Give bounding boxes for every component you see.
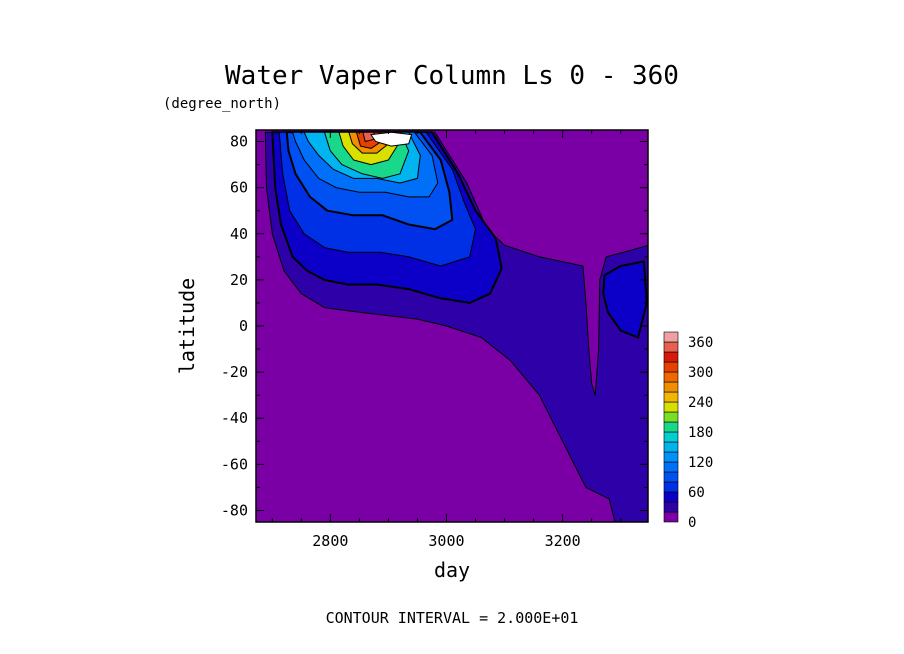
x-tick-label: 2800: [312, 532, 348, 550]
colorbar-swatch: [663, 381, 679, 393]
colorbar-swatch: [663, 421, 679, 433]
colorbar-swatch: [663, 351, 679, 363]
y-tick-label: -40: [221, 409, 248, 427]
y-tick-label: -80: [221, 501, 248, 519]
plot-area: [256, 130, 648, 522]
y-tick-label: 0: [239, 317, 248, 335]
colorbar-swatch: [663, 511, 679, 523]
colorbar-label: 240: [688, 395, 713, 411]
y-axis-label: latitude: [175, 278, 199, 374]
y-axis: 80 60 40 20 0 -20 -40 -60 -80: [221, 133, 648, 519]
x-tick-label: 3200: [545, 532, 581, 550]
y-tick-label: 80: [230, 133, 248, 151]
y-tick-label: 40: [230, 225, 248, 243]
colorbar-swatch: [663, 391, 679, 403]
colorbar-label: 360: [688, 335, 713, 351]
colorbar-swatch: [663, 411, 679, 423]
missing-data-patch-0: [370, 131, 413, 147]
colorbar-swatch: [663, 451, 679, 463]
colorbar-swatch: [663, 371, 679, 383]
chart-title: Water Vaper Column Ls 0 - 360: [225, 61, 679, 91]
colorbar: 0 60 120 180 240 300 360: [663, 331, 713, 531]
y-tick-label: 20: [230, 271, 248, 289]
y-tick-label: -60: [221, 455, 248, 473]
colorbar-label: 300: [688, 365, 713, 381]
x-tick-label: 3000: [428, 532, 464, 550]
colorbar-swatch: [663, 341, 679, 353]
x-axis: 2800 3000 3200: [271, 130, 622, 550]
x-axis-label: day: [434, 558, 470, 582]
colorbar-label: 120: [688, 455, 713, 471]
colorbar-swatch: [663, 441, 679, 453]
contour-band-40-2: [602, 260, 648, 339]
y-tick-label: 60: [230, 179, 248, 197]
chart-subtitle: (degree_north): [163, 96, 281, 112]
colorbar-label: 0: [688, 515, 696, 531]
colorbar-swatch: [663, 471, 679, 483]
colorbar-swatch: [663, 431, 679, 443]
colorbar-swatch: [663, 481, 679, 493]
colorbar-swatch: [663, 461, 679, 473]
colorbar-swatch: [663, 331, 679, 343]
y-tick-label: -20: [221, 363, 248, 381]
colorbar-label: 180: [688, 425, 713, 441]
colorbar-swatch: [663, 491, 679, 503]
colorbar-swatch: [663, 361, 679, 373]
contour-interval-note: CONTOUR INTERVAL = 2.000E+01: [326, 609, 579, 627]
colorbar-label: 60: [688, 485, 705, 501]
colorbar-swatch: [663, 501, 679, 513]
colorbar-swatch: [663, 401, 679, 413]
